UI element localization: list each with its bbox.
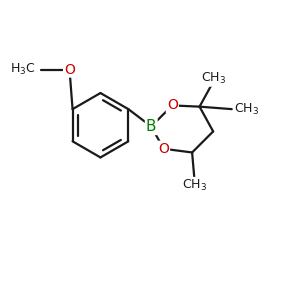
Text: H$_3$C: H$_3$C bbox=[10, 62, 36, 77]
Text: B: B bbox=[146, 119, 157, 134]
Text: CH$_3$: CH$_3$ bbox=[234, 102, 259, 117]
Text: CH$_3$: CH$_3$ bbox=[201, 70, 226, 86]
Text: O: O bbox=[167, 98, 178, 112]
Text: O: O bbox=[158, 142, 169, 156]
Text: O: O bbox=[64, 62, 75, 76]
Text: CH$_3$: CH$_3$ bbox=[182, 178, 207, 193]
